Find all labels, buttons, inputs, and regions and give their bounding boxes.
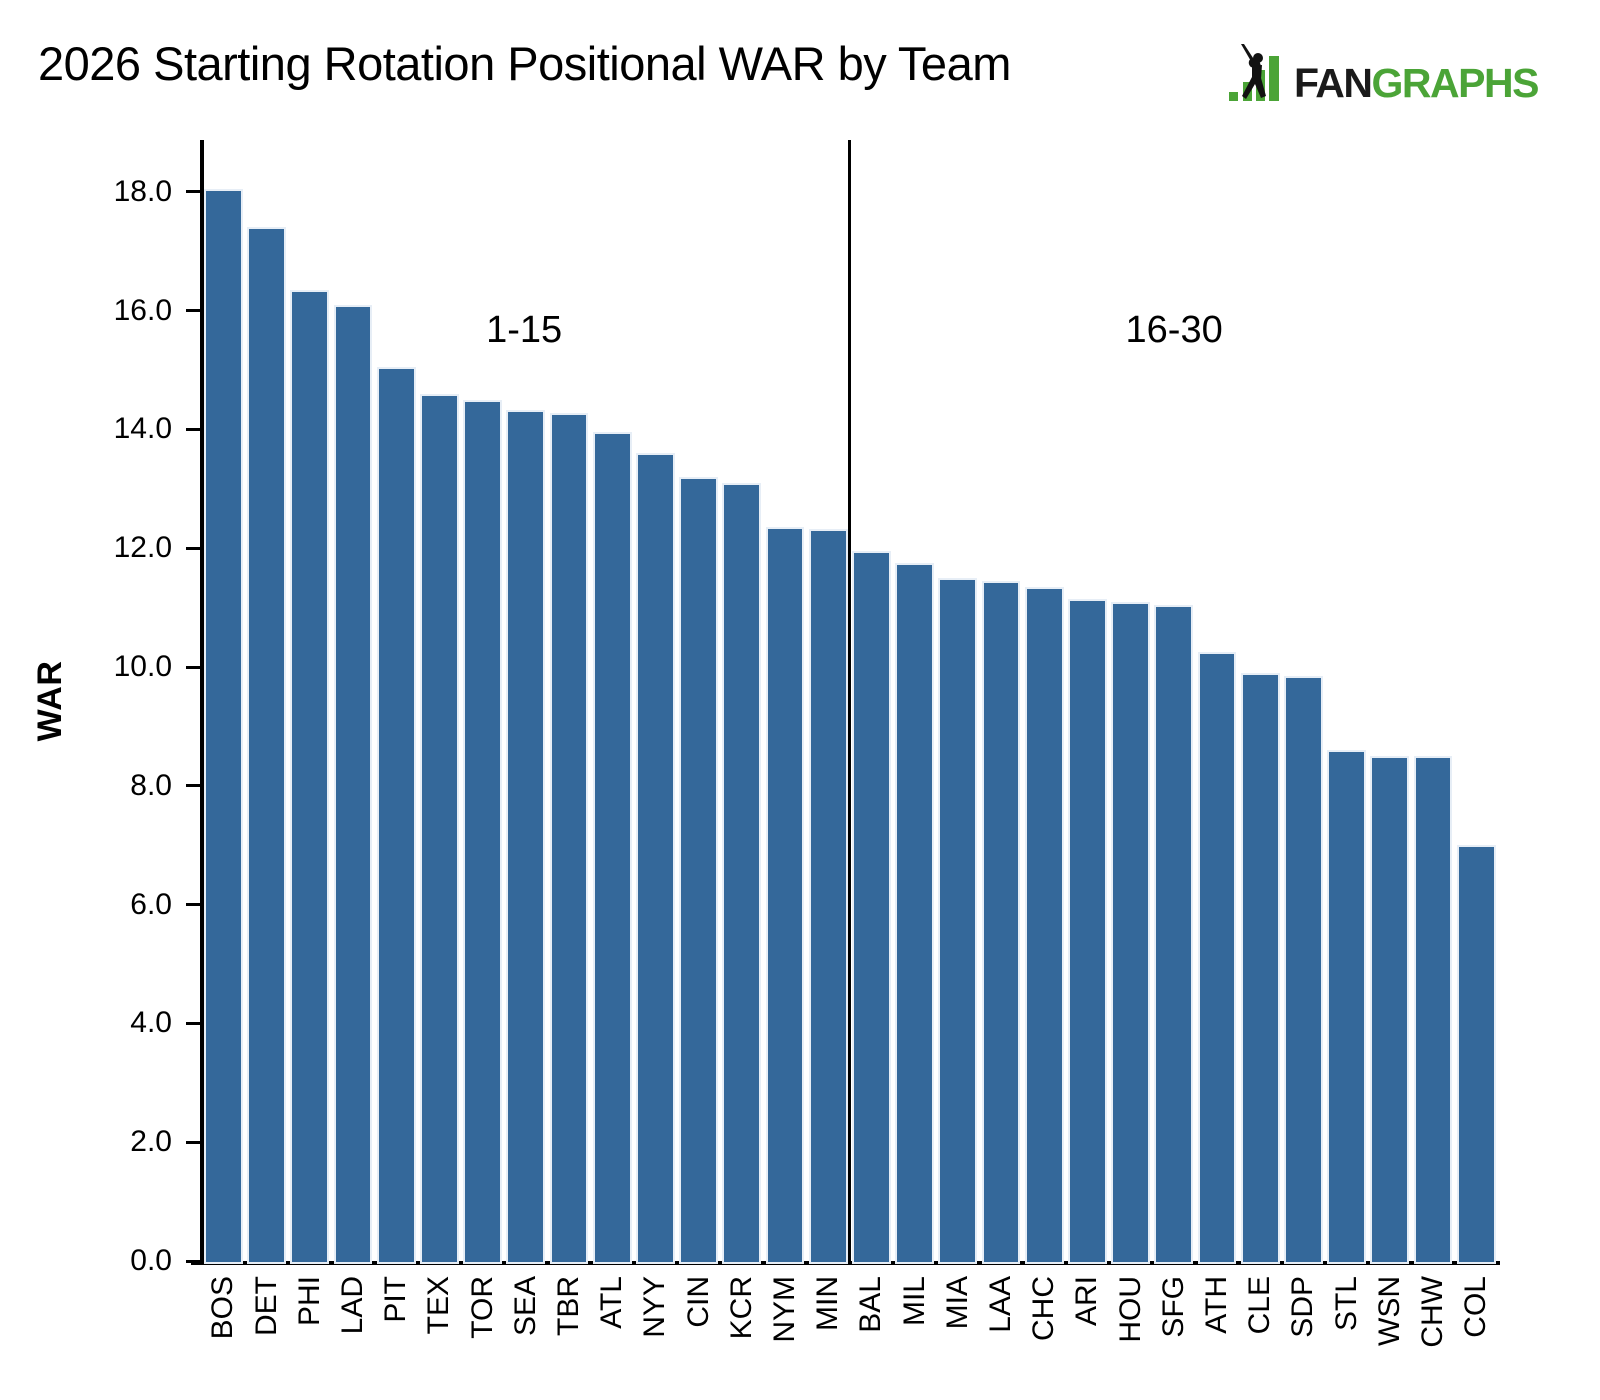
- x-tick-label-HOU: HOU: [1113, 1275, 1147, 1343]
- y-tick-mark-0.0: [186, 1259, 200, 1263]
- group-annotation-ranks-16-30: 16-30: [1125, 309, 1223, 351]
- x-tick-label-TOR: TOR: [465, 1275, 499, 1339]
- y-axis-spine: [200, 140, 204, 1265]
- x-tick-label-CHW: CHW: [1416, 1275, 1449, 1348]
- y-tick-label-12.0: 12.0: [113, 531, 172, 565]
- x-tick-label-BAL: BAL: [854, 1275, 888, 1333]
- x-tick-label-CHC: CHC: [1027, 1275, 1061, 1341]
- fangraphs-logo: FANGRAPHS: [1228, 44, 1540, 106]
- bar-PIT: [376, 367, 416, 1265]
- bar-HOU: [1111, 601, 1150, 1265]
- x-tick-label-SDP: SDP: [1286, 1275, 1320, 1338]
- x-tick-label-PHI: PHI: [292, 1275, 326, 1326]
- bar-BOS: [204, 188, 243, 1265]
- y-tick-mark-18.0: [186, 190, 200, 194]
- y-tick-mark-12.0: [186, 546, 200, 550]
- page-title: 2026 Starting Rotation Positional WAR by…: [38, 37, 1011, 90]
- bar-TEX: [420, 393, 459, 1265]
- x-tick-label-MIA: MIA: [940, 1275, 974, 1329]
- group-annotation-ranks-1-15: 1-15: [486, 309, 563, 351]
- rank-divider-line: [848, 140, 852, 1265]
- y-tick-label-2.0: 2.0: [130, 1125, 172, 1159]
- bar-TBR: [549, 412, 589, 1265]
- bar-LAA: [981, 580, 1021, 1265]
- x-tick-label-TBR: TBR: [552, 1275, 585, 1336]
- bar-LAD: [333, 304, 373, 1265]
- y-tick-label-0.0: 0.0: [130, 1244, 172, 1277]
- x-tick-label-KCR: KCR: [724, 1275, 758, 1339]
- bar-CHW: [1413, 756, 1453, 1265]
- y-tick-mark-6.0: [186, 903, 200, 907]
- y-tick-mark-10.0: [186, 665, 200, 669]
- fangraphs-batter-icon: [1229, 44, 1279, 101]
- bar-ARI: [1068, 598, 1107, 1265]
- bar-CHC: [1024, 586, 1064, 1265]
- y-tick-label-4.0: 4.0: [130, 1006, 172, 1040]
- logo-text-graphs: GRAPHS: [1371, 60, 1540, 106]
- batter-silhouette: [1241, 44, 1266, 99]
- x-tick-label-MIL: MIL: [897, 1275, 931, 1326]
- y-tick-mark-16.0: [186, 309, 200, 313]
- y-tick-label-10.0: 10.0: [113, 650, 172, 683]
- bar-NYY: [636, 453, 675, 1265]
- y-tick-label-8.0: 8.0: [130, 768, 172, 802]
- y-tick-mark-14.0: [186, 427, 200, 431]
- bar-ATH: [1197, 652, 1237, 1265]
- x-tick-label-ATH: ATH: [1200, 1275, 1233, 1334]
- x-tick-label-SFG: SFG: [1156, 1275, 1190, 1338]
- bar-TOR: [463, 399, 502, 1265]
- x-tick-label-ATL: ATL: [595, 1275, 629, 1329]
- y-tick-mark-2.0: [186, 1140, 200, 1144]
- bar-CIN: [679, 476, 718, 1265]
- x-tick-label-LAA: LAA: [984, 1275, 1017, 1333]
- y-tick-label-14.0: 14.0: [113, 412, 172, 446]
- y-tick-mark-8.0: [186, 784, 200, 788]
- bar-COL: [1456, 845, 1496, 1265]
- bar-DET: [247, 227, 286, 1265]
- bar-PHI: [290, 289, 330, 1265]
- bar-CLE: [1240, 672, 1280, 1265]
- bar-MIN: [808, 529, 848, 1265]
- x-tick-label-ARI: ARI: [1070, 1275, 1104, 1326]
- x-tick-label-CIN: CIN: [681, 1275, 715, 1328]
- x-tick-label-WSN: WSN: [1372, 1275, 1406, 1346]
- bar-ATL: [592, 432, 632, 1265]
- y-tick-mark-4.0: [186, 1021, 200, 1025]
- x-tick-label-MIN: MIN: [811, 1275, 845, 1331]
- bar-KCR: [722, 482, 762, 1265]
- bar-STL: [1327, 750, 1366, 1265]
- y-tick-label-18.0: 18.0: [113, 174, 172, 208]
- bar-MIA: [938, 577, 978, 1265]
- bar-BAL: [852, 551, 891, 1265]
- x-tick-label-DET: DET: [249, 1275, 283, 1336]
- x-tick-label-TEX: TEX: [422, 1275, 456, 1334]
- y-tick-label-16.0: 16.0: [113, 293, 172, 327]
- x-tick-label-COL: COL: [1459, 1275, 1493, 1338]
- bar-WSN: [1370, 756, 1410, 1265]
- y-axis-label: WAR: [31, 660, 69, 741]
- x-tick-label-STL: STL: [1329, 1275, 1363, 1331]
- x-tick-label-SEA: SEA: [508, 1275, 542, 1336]
- bar-NYM: [765, 527, 805, 1265]
- x-tick-label-CLE: CLE: [1243, 1275, 1277, 1334]
- bar-SDP: [1284, 675, 1323, 1265]
- logo-text-fan: FAN: [1294, 60, 1373, 106]
- x-tick-label-LAD: LAD: [336, 1275, 369, 1334]
- x-tick-label-PIT: PIT: [379, 1275, 413, 1323]
- x-tick-label-NYM: NYM: [768, 1275, 801, 1343]
- x-tick-label-BOS: BOS: [206, 1275, 240, 1339]
- bar-MIL: [895, 563, 934, 1265]
- bar-SEA: [506, 410, 546, 1265]
- y-tick-label-6.0: 6.0: [130, 887, 172, 921]
- bar-SFG: [1154, 604, 1194, 1265]
- x-tick-label-NYY: NYY: [638, 1275, 672, 1338]
- fangraphs-wordmark: FANGRAPHS: [1294, 60, 1540, 106]
